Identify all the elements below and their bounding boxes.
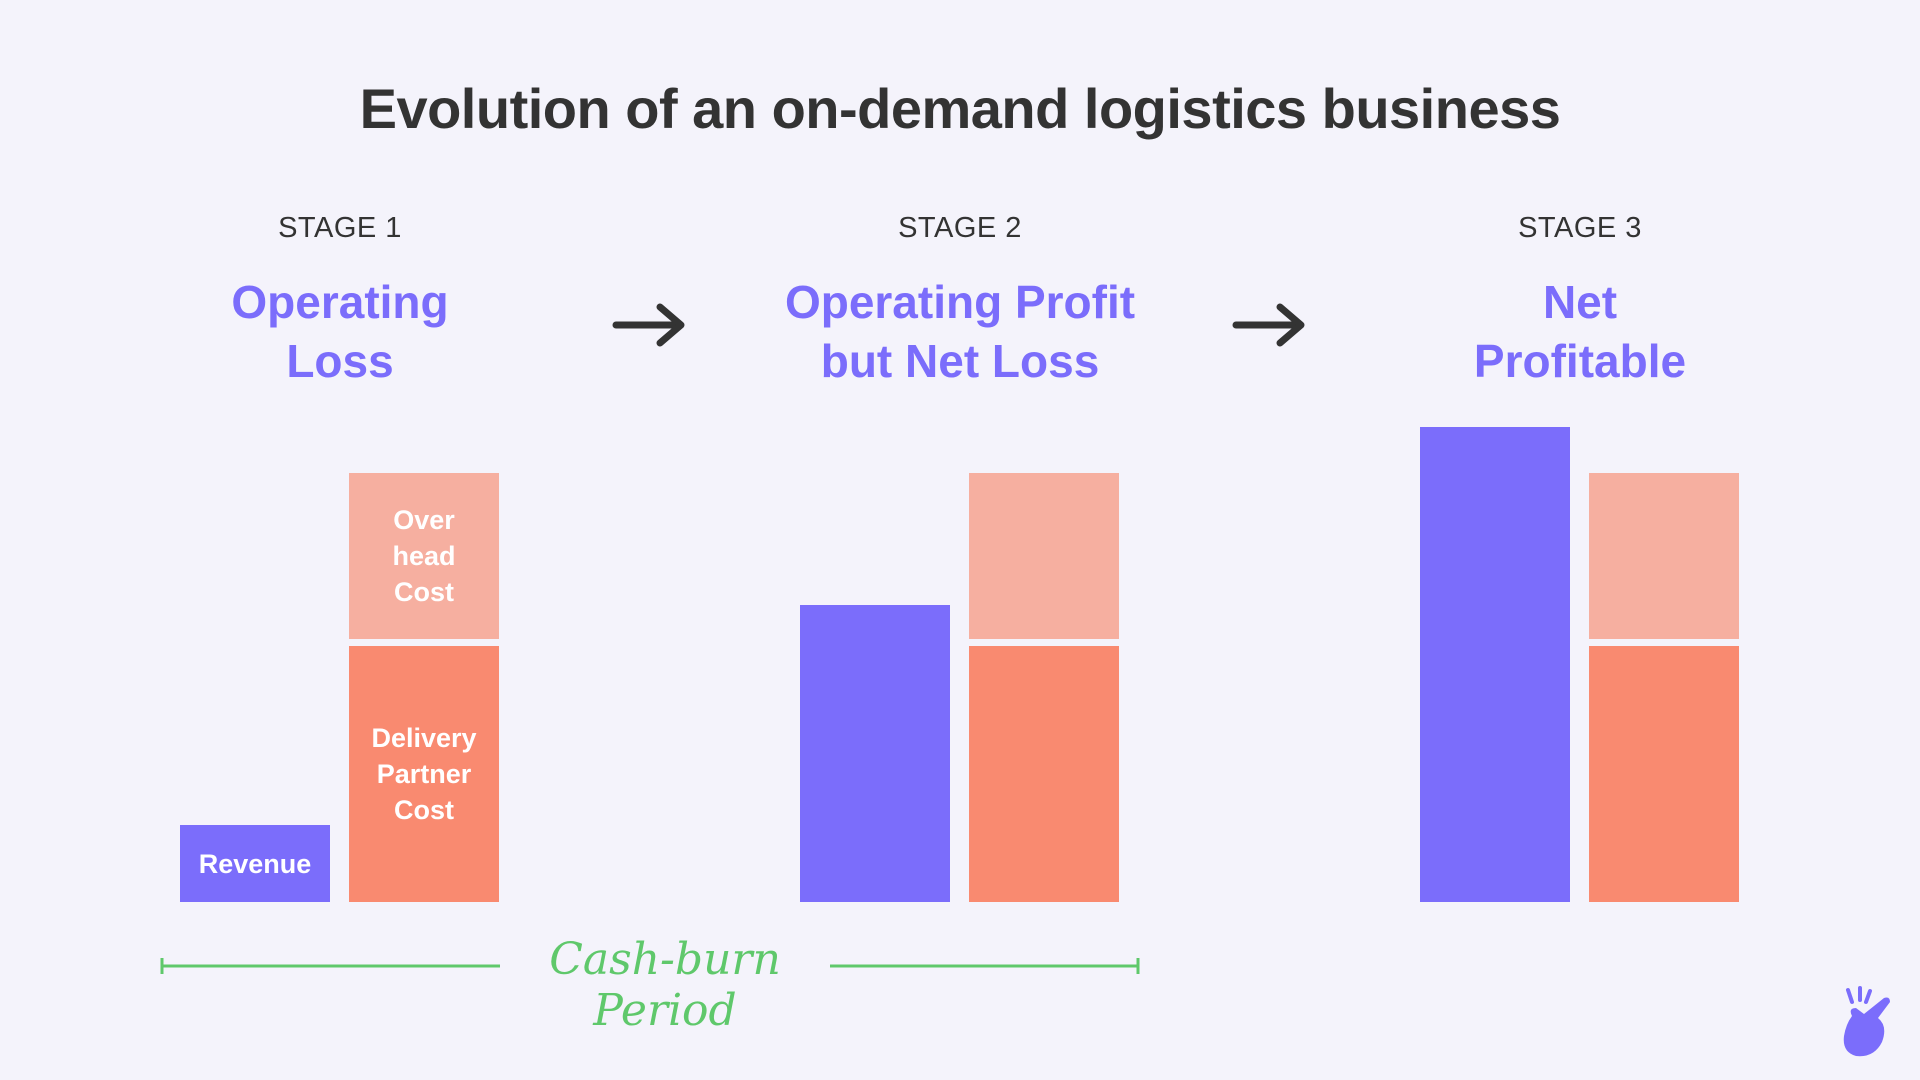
snapping-hand-logo <box>1843 986 1890 1057</box>
stage-2-label: STAGE 2 <box>898 212 1022 244</box>
overhead-cost-label: Over head Cost <box>392 505 456 607</box>
delivery-partner-cost-label: Delivery Partner Cost <box>371 723 477 825</box>
page-title: Evolution of an on-demand logistics busi… <box>359 77 1561 140</box>
stage-3-delivery-bar <box>1589 646 1739 902</box>
stage-1-delivery-bar: Delivery Partner Cost <box>349 646 499 902</box>
arrow-right-icon <box>612 303 685 347</box>
revenue-label: Revenue <box>198 848 312 879</box>
stage-2-name: Operating Profit but Net Loss <box>784 276 1136 387</box>
stage-1-header: STAGE 1 Operating Loss <box>130 212 550 391</box>
stage-1-overhead-bar: Over head Cost <box>349 473 499 639</box>
cash-burn-label: Cash-burn Period <box>500 934 830 1036</box>
stage-2-delivery-bar <box>969 646 1119 902</box>
stage-3-name: Net Profitable <box>1473 276 1687 387</box>
stage-3-revenue-bar <box>1420 427 1570 902</box>
stage-1-name: Operating Loss <box>231 276 449 387</box>
stage-2-revenue-bar <box>800 605 950 902</box>
stage-3-label: STAGE 3 <box>1518 212 1642 244</box>
stage-2-overhead-bar <box>969 473 1119 639</box>
stage-1-label: STAGE 1 <box>278 212 402 244</box>
stage-2-header: STAGE 2 Operating Profit but Net Loss <box>750 212 1170 391</box>
stage-1-revenue-bar: Revenue <box>180 825 330 902</box>
stage-3-overhead-bar <box>1589 473 1739 639</box>
arrow-right-icon <box>1232 303 1305 347</box>
stage-3-header: STAGE 3 Net Profitable <box>1370 212 1790 391</box>
